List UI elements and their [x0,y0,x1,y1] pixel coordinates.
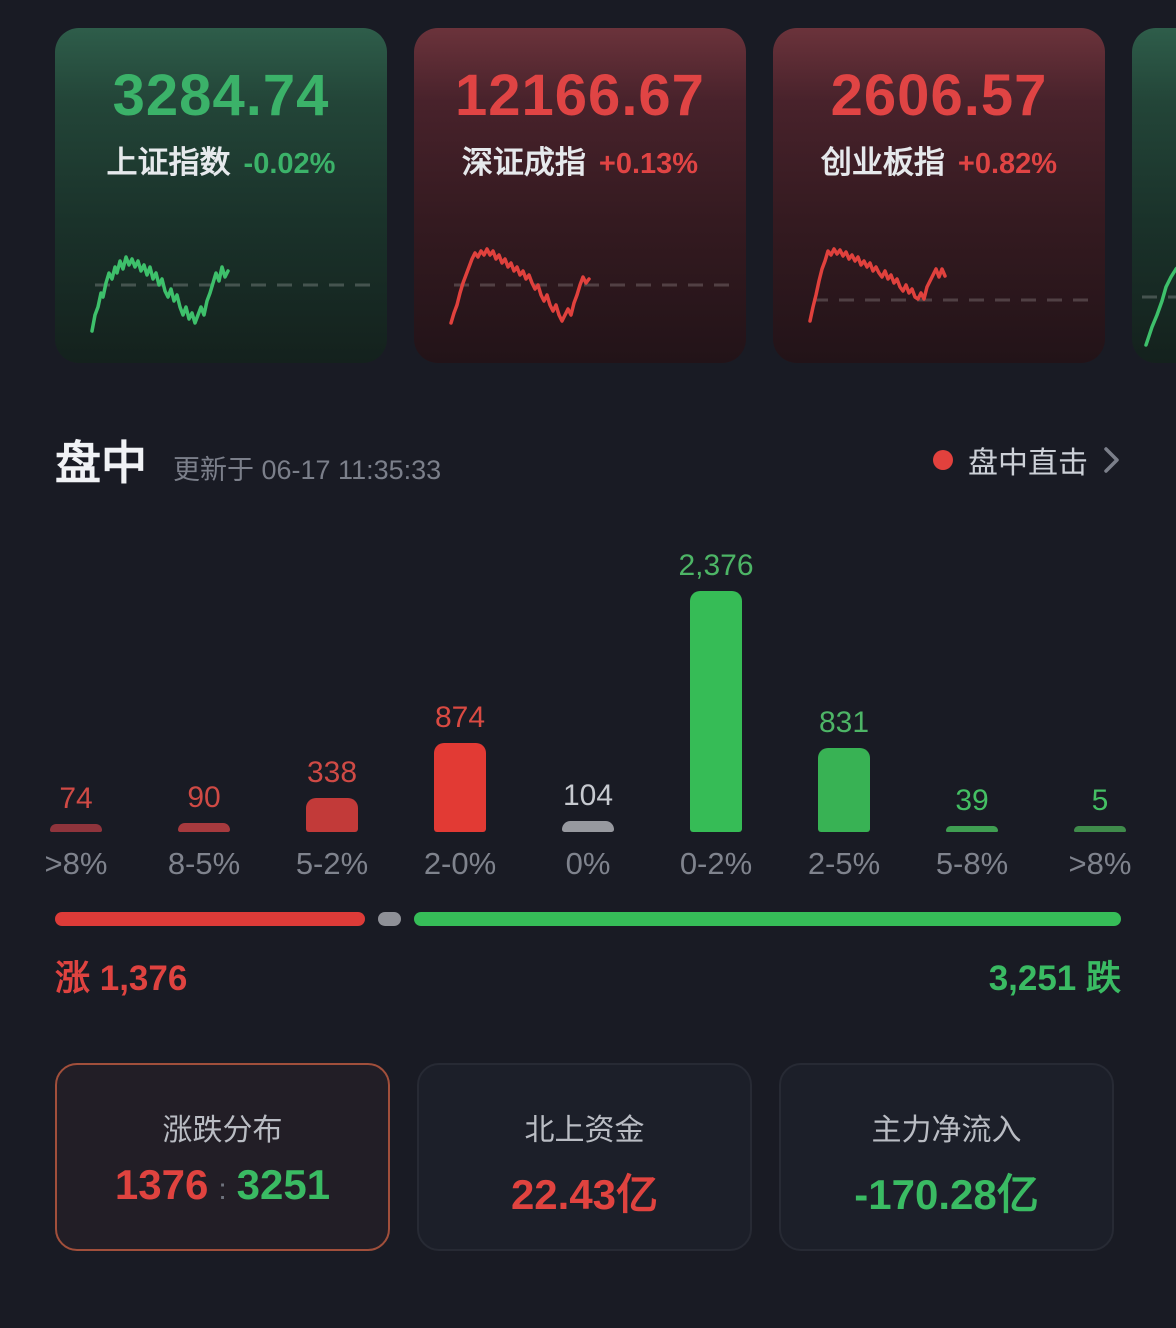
dist-column: 2,376 0-2% [652,549,780,882]
index-card-chinext[interactable]: 2606.57 创业板指 +0.82% [773,28,1105,363]
dist-column: 5 >8% [1036,784,1164,882]
index-change: -0.02% [243,148,336,180]
advance-decline-bar [55,912,1121,926]
bar-category-label: 2-0% [423,846,497,881]
breadth-up-segment [55,912,366,926]
live-view-label: 盘中直击 [968,447,1088,480]
index-value: 12166.67 [455,63,705,128]
section-title: 盘中 [55,437,147,489]
card-value: 22.43亿 [510,1171,659,1218]
dist-column: 39 5-8% [908,784,1036,882]
bar-value-label: 90 [187,781,221,814]
advancers-count: 涨 1,376 [55,959,188,998]
index-change: +0.82% [957,148,1058,180]
dist-bar [946,826,998,832]
index-value: 2606.57 [830,63,1048,128]
tab-distribution-card[interactable]: 涨跌分布 1376:3251 [55,1063,390,1251]
dist-column: 90 8-5% [140,781,268,882]
card-value: -170.28亿 [854,1171,1039,1218]
decliners-count: 3,251 跌 [988,959,1121,998]
breadth-flat-segment [378,912,402,926]
index-value: 3284.74 [112,63,330,128]
breadth-down-segment [414,912,1121,926]
sparkline-chart [449,247,736,325]
bar-value-label: 2,376 [678,549,754,582]
dist-bar [50,824,102,832]
dist-bar [306,798,358,832]
bar-value-label: 74 [59,782,93,815]
decliners-value: 3251 [236,1161,331,1208]
dist-bar [178,823,230,832]
bar-value-label: 39 [955,784,989,817]
bar-category-label: >8% [44,846,108,881]
bar-category-label: 2-5% [807,846,881,881]
chevron-right-icon [1104,447,1119,473]
updated-timestamp: 更新于 06-17 11:35:33 [173,455,442,485]
sparkline-chart [90,255,377,333]
index-name: 上证指数 [106,145,231,180]
index-cards-row: 3284.74 上证指数 -0.02% 12166.67 深证成指 +0.13%… [0,28,1176,363]
card-title: 主力净流入 [871,1114,1022,1147]
bar-value-label: 5 [1091,784,1109,817]
advancers-value: 1376 [114,1161,209,1208]
card-title: 北上资金 [524,1114,645,1147]
tab-northbound-card[interactable]: 北上资金 22.43亿 [417,1063,752,1251]
index-name: 深证成指 [461,145,586,180]
bar-category-label: 0% [565,846,611,881]
index-change: +0.13% [598,148,699,180]
ratio-separator: : [218,1173,227,1206]
index-card-partial[interactable] [1132,28,1176,363]
dist-bar [434,743,486,832]
live-dot-icon [933,450,953,470]
sparkline-chart [1142,266,1176,347]
index-card-szse[interactable]: 12166.67 深证成指 +0.13% [414,28,746,363]
index-card-sse[interactable]: 3284.74 上证指数 -0.02% [55,28,387,363]
bar-category-label: 5-8% [935,846,1009,881]
sparkline-chart [808,247,1095,323]
bar-value-label: 104 [562,779,614,812]
dist-column: 831 2-5% [780,706,908,882]
dist-bar [562,821,614,832]
intraday-section-header: 盘中 更新于 06-17 11:35:33 盘中直击 [55,427,1121,493]
card-title: 涨跌分布 [162,1114,283,1147]
gain-loss-distribution-chart: 74 >8% 90 8-5% 338 5-2% 874 2-0% 104 0% … [12,549,1164,882]
bar-category-label: 0-2% [679,846,753,881]
bar-value-label: 831 [818,706,870,739]
bar-category-label: 5-2% [295,846,369,881]
dist-column: 338 5-2% [268,756,396,882]
bar-category-label: >8% [1068,846,1132,881]
advance-decline-counts: 涨 1,376 3,251 跌 [55,950,1121,1001]
dist-column: 874 2-0% [396,701,524,882]
bar-category-label: 8-5% [167,846,241,881]
tab-main-inflow-card[interactable]: 主力净流入 -170.28亿 [779,1063,1114,1251]
dist-column: 104 0% [524,779,652,882]
live-view-link[interactable]: 盘中直击 [933,438,1121,482]
card-value: 1376:3251 [57,1161,388,1209]
dist-column: 74 >8% [12,782,140,882]
bar-value-label: 874 [434,701,486,734]
summary-cards-row: 涨跌分布 1376:3251 北上资金 22.43亿 主力净流入 -170.28… [55,1063,1176,1251]
dist-bar [818,748,870,832]
dist-bar [690,591,742,832]
bar-value-label: 338 [306,756,358,789]
dist-bar [1074,826,1126,832]
index-name: 创业板指 [820,145,945,180]
